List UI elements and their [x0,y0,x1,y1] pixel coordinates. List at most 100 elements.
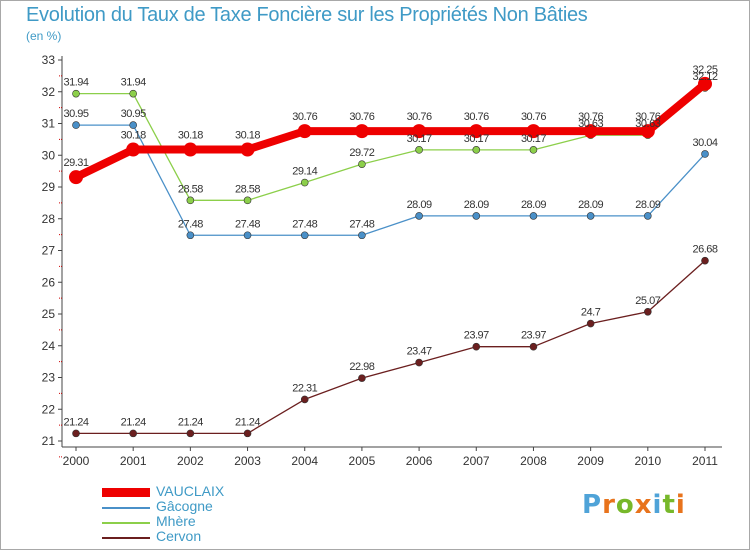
data-label: 27.48 [235,218,260,230]
y-tick-label: 23 [42,371,56,385]
y-tick-label: 32 [42,85,56,99]
legend-label: Cervon [156,528,202,544]
data-label: 29.31 [63,157,88,169]
data-point-cervon [129,429,137,438]
series-line-cervon [76,260,706,435]
data-label: 29.72 [349,147,374,159]
proxiti-logo: Proxiti [582,490,686,520]
logo-letter: P [582,490,603,520]
data-point-gâcogne [186,231,195,240]
logo-letter: t [662,490,676,520]
data-label: 30.76 [521,111,546,123]
data-point-gâcogne [701,150,709,158]
x-tick-label: 2007 [463,454,490,468]
data-point-vauclaix [698,76,712,91]
data-label: 28.09 [464,199,489,211]
legend-label: VAUCLAIX [156,483,225,499]
data-point-mhère [186,196,195,205]
data-label: 27.48 [292,218,317,230]
legend-swatch [102,522,150,524]
data-label: 28.09 [407,199,432,211]
data-label: 28.58 [235,183,260,195]
data-point-gâcogne [472,212,481,220]
y-tick-label: 21 [42,434,56,448]
data-label: 30.17 [407,133,432,145]
y-tick-label: 25 [42,307,56,321]
data-label: 28.58 [178,183,203,195]
data-point-gâcogne [529,212,538,220]
data-point-gâcogne [415,212,423,220]
data-label: 32.12 [692,71,717,83]
series-line-vauclaix [74,80,708,181]
x-tick-label: 2005 [349,454,376,468]
data-label: 30.18 [235,130,260,142]
logo-letter: i [675,490,686,520]
data-label: 30.76 [292,111,317,123]
data-point-vauclaix [412,124,427,139]
unit-label: (en %) [26,29,62,43]
logo-letter: o [615,490,635,520]
y-tick-label: 28 [42,212,56,226]
data-label: 21.24 [121,416,146,428]
data-label: 31.94 [121,77,146,89]
data-label: 27.48 [349,218,374,230]
data-point-cervon [186,429,195,438]
x-tick-label: 2002 [177,454,204,468]
data-point-cervon [529,342,538,351]
legend-swatch [102,488,150,497]
data-label: 30.76 [407,111,432,123]
data-point-mhère [243,196,252,205]
data-label: 30.04 [692,137,717,149]
logo-letter: x [634,490,653,520]
line-chart: 21 22 23 24 25 26 27 28 29 30 31 32 33 2000 2001 2002 20… [42,53,722,468]
data-point-cervon [644,307,652,316]
data-label: 22.31 [292,382,317,394]
x-tick-label: 2011 [692,454,718,468]
y-tick-label: 26 [42,275,56,289]
data-label: 30.76 [635,111,660,123]
data-point-cervon [72,429,80,438]
y-tick-label: 24 [42,339,56,353]
data-point-cervon [472,342,481,351]
data-point-mhère [415,146,423,154]
x-tick-label: 2004 [291,454,318,468]
data-point-vauclaix [240,142,255,157]
data-point-mhère [72,89,80,98]
data-label: 32.25 [692,64,717,76]
x-tick-label: 2010 [634,454,661,468]
x-tick-label: 2009 [577,454,604,468]
x-tick-label: 2000 [63,454,90,468]
data-label: 28.09 [521,199,546,211]
data-label: 30.63 [578,118,603,130]
data-point-cervon [586,319,595,328]
x-tick-label: 2001 [120,454,147,468]
data-point-vauclaix [69,170,83,185]
y-tick-label: 30 [42,148,56,162]
data-label: 31.94 [63,77,88,89]
x-tick-label: 2008 [520,454,547,468]
data-label: 30.76 [349,111,374,123]
logo-letter: i [652,490,663,520]
data-point-mhère [129,89,137,98]
series-line-mhère [76,87,706,201]
logo-letter: r [602,490,616,520]
data-label: 21.24 [178,416,203,428]
data-label: 28.09 [635,199,660,211]
chart-title: Evolution du Taux de Taxe Foncière sur l… [26,4,588,26]
data-label: 30.95 [121,108,146,120]
data-point-gâcogne [129,121,137,129]
data-label: 24.7 [581,307,601,319]
data-label: 21.24 [235,416,260,428]
data-label: 23.97 [464,330,489,342]
data-label: 30.63 [635,118,660,130]
data-point-cervon [300,395,309,404]
data-labels: 21.24 21.24 21.24 21.24 22.31 22.98 23.47 23.97… [63,64,718,429]
x-tick-label: 2003 [234,454,261,468]
data-point-vauclaix [526,124,541,139]
data-point-mhère [529,146,538,154]
data-label: 29.14 [292,166,317,178]
data-label: 23.47 [407,346,432,358]
data-point-cervon [415,358,423,367]
data-label: 30.95 [63,108,88,120]
